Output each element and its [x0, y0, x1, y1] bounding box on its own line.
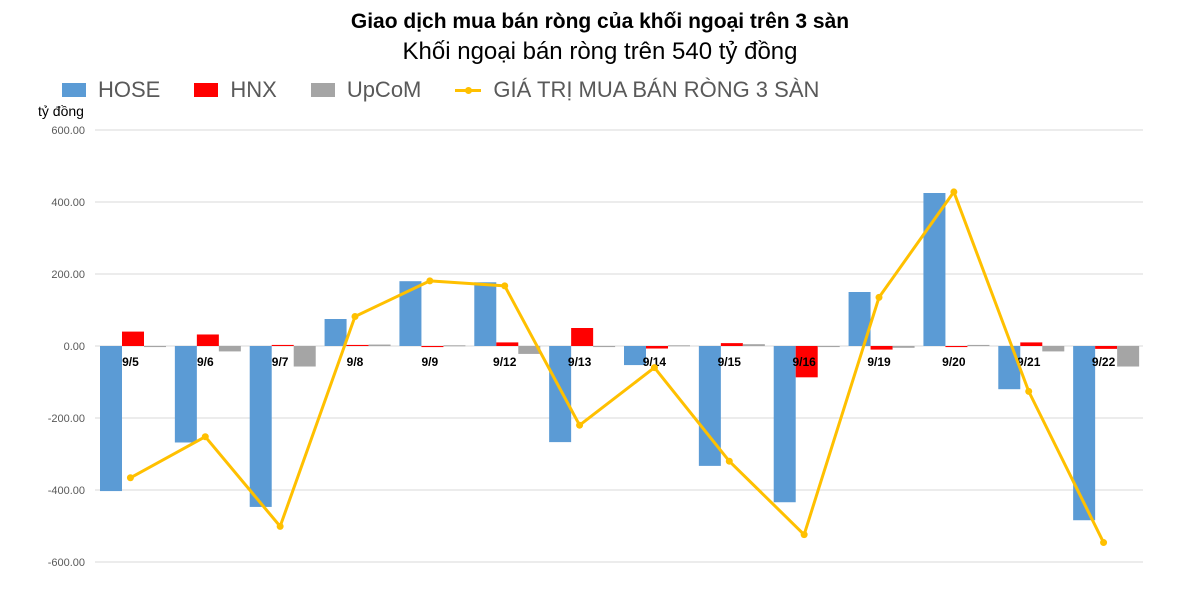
line-point — [426, 277, 434, 285]
x-tick-label: 9/8 — [347, 355, 364, 369]
line-point — [1100, 539, 1108, 547]
x-tick-label: 9/21 — [1017, 355, 1041, 369]
bar-upcom — [144, 346, 166, 348]
x-tick-label: 9/20 — [942, 355, 966, 369]
line-point — [576, 421, 584, 429]
x-tick-label: 9/22 — [1092, 355, 1116, 369]
bar-hose — [698, 346, 721, 466]
bar-hose — [624, 346, 646, 366]
line-point — [875, 293, 883, 301]
y-tick-label: 200.00 — [51, 269, 85, 281]
bar-upcom — [668, 345, 690, 347]
y-tick-label: -400.00 — [48, 485, 85, 497]
bar-upcom — [892, 346, 915, 348]
bar-hose — [1073, 346, 1096, 521]
bar-hnx — [1020, 342, 1043, 346]
bar-hose — [923, 193, 946, 346]
bar-upcom — [443, 345, 466, 347]
bar-hose — [474, 282, 497, 346]
bar-hnx — [271, 344, 294, 346]
line-point — [276, 522, 284, 530]
bar-hose — [399, 281, 422, 346]
bar-hnx — [945, 346, 968, 348]
bar-upcom — [368, 344, 391, 346]
x-tick-label: 9/7 — [272, 355, 289, 369]
legend-item-upcom: UpCoM — [310, 77, 422, 103]
legend-swatch-total — [455, 84, 482, 96]
legend-swatch-upcom — [310, 83, 335, 97]
bar-hose — [773, 346, 796, 503]
bar-upcom — [218, 346, 241, 352]
x-tick-label: 9/6 — [197, 355, 214, 369]
bar-hose — [324, 319, 347, 346]
bar-upcom — [518, 346, 541, 354]
bar-hnx — [421, 346, 444, 348]
line-point — [1025, 387, 1033, 395]
y-tick-label: -200.00 — [48, 413, 85, 425]
legend-item-hnx: HNX — [194, 77, 277, 103]
legend-swatch-hose — [62, 83, 86, 97]
x-tick-label: 9/15 — [718, 355, 742, 369]
x-tick-label: 9/13 — [568, 355, 592, 369]
bar-upcom — [1042, 346, 1065, 352]
bar-hose — [174, 346, 197, 443]
chart-subtitle: Khối ngoại bán ròng trên 540 tỷ đồng — [402, 38, 798, 65]
legend-label-total: GIÁ TRỊ MUA BÁN RÒNG 3 SÀN — [493, 77, 820, 102]
y-tick-label: 600.00 — [51, 125, 85, 137]
line-point — [650, 364, 658, 372]
bar-hose — [549, 346, 572, 443]
bar-hnx — [571, 328, 594, 346]
line-point — [950, 188, 958, 196]
y-tick-label: 400.00 — [51, 197, 85, 209]
bar-hose — [249, 346, 272, 507]
bar-upcom — [293, 346, 316, 367]
bar-hnx — [870, 346, 893, 350]
line-point — [351, 312, 359, 320]
bar-upcom — [817, 346, 840, 348]
y-tick-label: -600.00 — [48, 557, 85, 569]
bar-hnx — [496, 342, 519, 346]
bar-hnx — [122, 331, 144, 346]
chart-title: Giao dịch mua bán ròng của khối ngoại tr… — [350, 10, 850, 33]
bar-hnx — [346, 344, 369, 346]
legend-swatch-hnx — [194, 83, 219, 97]
legend-item-hose: HOSE — [62, 77, 160, 103]
x-tick-label: 9/16 — [792, 355, 816, 369]
legend-label-hnx: HNX — [230, 77, 277, 102]
line-point — [501, 282, 509, 290]
bar-hose — [848, 292, 871, 346]
y-tick-label: 0.00 — [64, 341, 85, 353]
x-tick-label: 9/19 — [867, 355, 891, 369]
bar-hnx — [720, 343, 743, 346]
legend: HOSE HNX UpCoM GIÁ TRỊ MUA BÁN RÒNG 3 SÀ… — [62, 77, 853, 103]
bar-upcom — [967, 344, 990, 346]
legend-label-upcom: UpCoM — [346, 77, 422, 102]
bar-hnx — [1095, 346, 1118, 349]
legend-label-hose: HOSE — [98, 77, 161, 102]
bar-hnx — [196, 334, 219, 346]
series-line-total — [129, 190, 1105, 544]
bar-hose — [100, 346, 122, 492]
x-tick-label: 9/14 — [643, 355, 667, 369]
y-axis-label: tỷ đồng — [38, 103, 84, 119]
bar-upcom — [742, 344, 765, 346]
legend-item-total: GIÁ TRỊ MUA BÁN RÒNG 3 SÀN — [455, 77, 819, 103]
line-point — [725, 457, 733, 465]
x-tick-label: 9/12 — [493, 355, 517, 369]
x-tick-label: 9/9 — [422, 355, 439, 369]
line-point — [126, 474, 134, 482]
line-point — [800, 531, 808, 539]
bar-hnx — [646, 346, 668, 349]
bar-hnx — [795, 346, 818, 378]
bar-upcom — [593, 346, 616, 348]
bar-upcom — [1117, 346, 1140, 367]
line-point — [201, 433, 209, 441]
x-tick-label: 9/5 — [122, 355, 139, 369]
